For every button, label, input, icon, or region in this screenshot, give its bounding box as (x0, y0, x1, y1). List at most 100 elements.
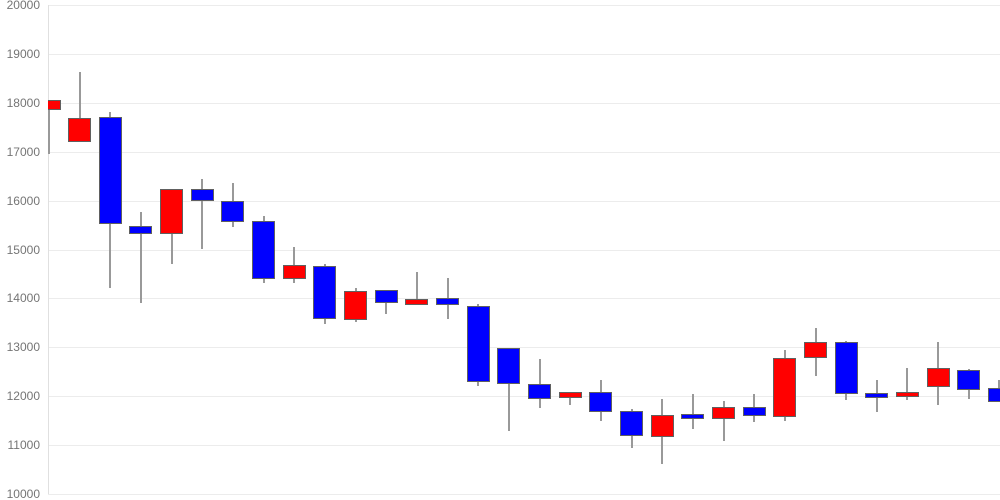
candle-body (620, 410, 644, 437)
candle-body (987, 388, 1000, 402)
candle (48, 0, 1000, 500)
y-axis-label: 18000 (6, 95, 40, 110)
y-axis-label: 19000 (6, 46, 40, 61)
candle-body (528, 383, 552, 400)
candle (48, 0, 1000, 500)
candle-wick (446, 277, 449, 320)
candle-wick (385, 290, 388, 315)
candle-body (98, 117, 122, 225)
gridline (48, 102, 1000, 104)
candle (48, 0, 1000, 500)
y-axis-line (48, 5, 49, 494)
candle-body (957, 369, 981, 391)
candle-body (374, 290, 398, 304)
candle-body (405, 299, 429, 306)
candle-body (742, 406, 766, 416)
candle-body (926, 368, 950, 387)
candle (48, 0, 1000, 500)
candle-body (48, 100, 61, 111)
candle-body (895, 391, 919, 397)
candle-wick (78, 71, 81, 142)
candle (48, 0, 1000, 500)
candle (48, 0, 1000, 500)
gridline (48, 5, 1000, 6)
candle (48, 0, 1000, 500)
plot-area[interactable] (48, 0, 1000, 500)
candle-body (497, 348, 521, 384)
candle-wick (875, 380, 878, 412)
y-axis-label: 16000 (6, 193, 40, 208)
gridline (48, 396, 1000, 398)
candle-body (313, 265, 337, 319)
candle-body (466, 306, 490, 382)
candle (48, 0, 1000, 500)
candle-wick (109, 111, 112, 288)
candle-body (282, 264, 306, 279)
candle-wick (630, 408, 633, 448)
candle (48, 0, 1000, 500)
candle (48, 0, 1000, 500)
candle-wick (845, 341, 848, 401)
candle-body (681, 414, 705, 420)
candle-body (589, 391, 613, 412)
candle-wick (262, 216, 265, 284)
candle-body (68, 118, 92, 142)
candle-wick (722, 401, 725, 442)
y-axis-label: 20000 (6, 0, 40, 12)
candle (48, 0, 1000, 500)
candle (48, 0, 1000, 500)
y-axis-label: 11000 (7, 438, 40, 453)
candle (48, 0, 1000, 500)
y-axis-label: 12000 (6, 389, 40, 404)
candle-wick (661, 398, 664, 464)
candle-wick (323, 264, 326, 325)
candle (48, 0, 1000, 500)
candle (48, 0, 1000, 500)
candle-body (773, 357, 797, 417)
candle-wick (599, 380, 602, 422)
candle-wick (691, 394, 694, 430)
candle-body (221, 200, 245, 222)
candle-body (712, 407, 736, 419)
gridline (48, 445, 1000, 447)
candle-wick (937, 342, 940, 405)
candle-body (129, 225, 153, 235)
candle-wick (415, 271, 418, 306)
candle (48, 0, 1000, 500)
candle-body (160, 188, 184, 235)
candle-wick (354, 288, 357, 323)
candle-wick (139, 211, 142, 303)
candle-wick (783, 349, 786, 422)
candle-body (650, 415, 674, 438)
candle-body (190, 188, 214, 202)
y-axis-label: 13000 (6, 340, 40, 355)
candle (48, 0, 1000, 500)
candle-body (834, 342, 858, 395)
candle-wick (967, 368, 970, 400)
y-axis-label: 10000 (6, 487, 40, 500)
candle-wick (48, 100, 50, 155)
candle-wick (201, 179, 204, 250)
candle (48, 0, 1000, 500)
candle (48, 0, 1000, 500)
candle-body (252, 221, 276, 279)
candle (48, 0, 1000, 500)
y-axis-label: 15000 (6, 242, 40, 257)
candle (48, 0, 1000, 500)
y-axis-label: 14000 (6, 291, 40, 306)
candle-wick (507, 348, 510, 431)
gridline (48, 53, 1000, 55)
candle (48, 0, 1000, 500)
candle-wick (538, 359, 541, 409)
y-axis-label: 17000 (6, 144, 40, 159)
candle (48, 0, 1000, 500)
candle (48, 0, 1000, 500)
candle-wick (906, 368, 909, 401)
gridline (48, 151, 1000, 153)
candle (48, 0, 1000, 500)
candle (48, 0, 1000, 500)
candle-wick (293, 247, 296, 284)
gridline (48, 200, 1000, 202)
candle (48, 0, 1000, 500)
